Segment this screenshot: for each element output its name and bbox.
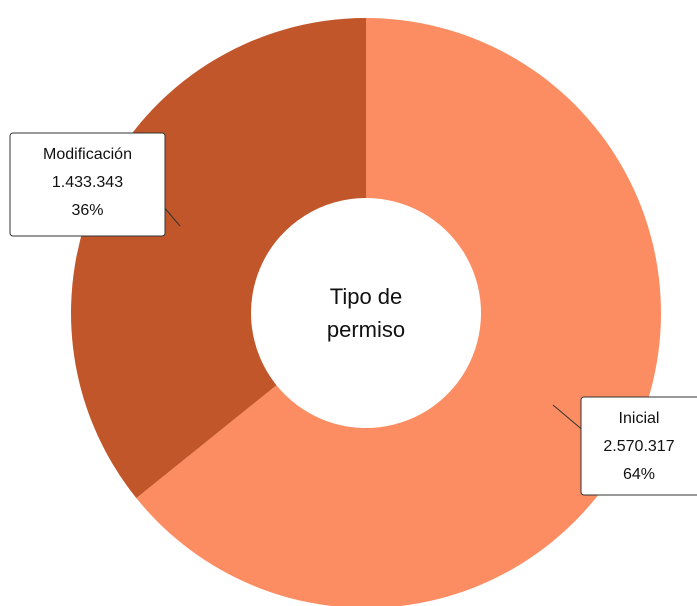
value-label: 2.570.317 (603, 438, 674, 455)
donut-slice (136, 18, 661, 606)
label-box (9, 132, 166, 237)
percent-label: 64% (623, 466, 655, 483)
leader-line (552, 404, 586, 433)
category-label: Modificación (43, 146, 132, 163)
center-label: Tipo de permiso (326, 284, 406, 342)
leader-line (162, 205, 181, 227)
value-label: 1.433.343 (52, 174, 123, 191)
center-label-box: Tipo de permiso (326, 284, 406, 342)
percent-label: 36% (71, 202, 103, 219)
label-box (580, 396, 697, 496)
category-label: Inicial (619, 410, 660, 427)
